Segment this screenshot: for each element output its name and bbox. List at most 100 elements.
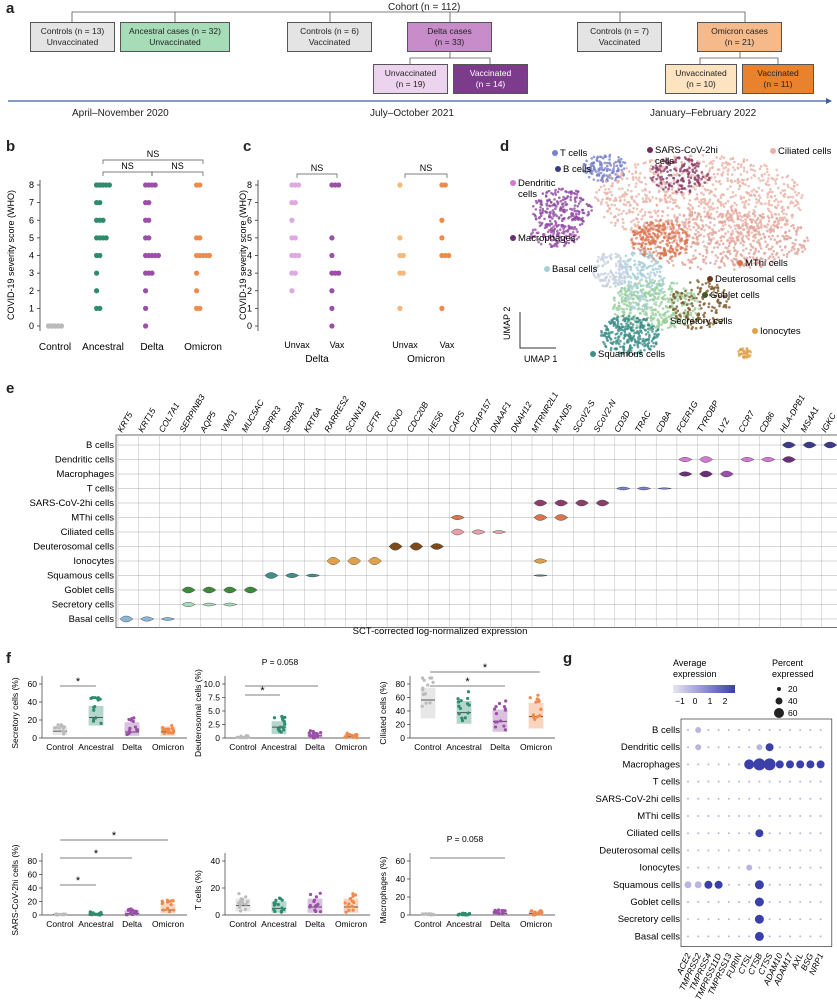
umap-point (742, 160, 746, 163)
umap-point (760, 175, 764, 178)
umap-point (680, 227, 683, 231)
umap-point (768, 203, 771, 207)
f-ytick-label: 0 (400, 910, 405, 920)
umap-point (602, 215, 606, 219)
umap-point (624, 325, 628, 328)
umap-point (651, 278, 654, 282)
umap-point (639, 288, 643, 292)
g-dot (763, 758, 776, 771)
umap-point (622, 202, 626, 206)
umap-point (763, 251, 767, 255)
c-ns-1 (296, 173, 338, 178)
umap-point (636, 268, 640, 272)
umap-point (658, 168, 661, 171)
umap-point (638, 281, 641, 285)
umap-point (709, 189, 713, 193)
umap-point (634, 340, 637, 344)
umap-point (781, 189, 784, 192)
umap-point (759, 179, 762, 183)
f-ytick-label: 60 (396, 856, 406, 866)
umap-point (690, 261, 694, 264)
umap-point (741, 249, 745, 252)
umap-point (720, 155, 724, 158)
g-dot (799, 815, 802, 817)
umap-point (539, 242, 543, 246)
f-data-point (54, 912, 58, 917)
umap-point (611, 182, 614, 185)
umap-point (649, 223, 652, 226)
umap-point (627, 288, 631, 292)
umap-point (698, 304, 702, 307)
umap-point (726, 172, 730, 176)
umap-point (716, 318, 719, 321)
umap-point (654, 234, 657, 238)
umap-point (674, 160, 678, 164)
umap-point (729, 226, 733, 229)
umap-point (542, 235, 545, 238)
umap-point (776, 220, 780, 223)
umap-point (541, 209, 545, 213)
umap-point (602, 184, 606, 187)
umap-point (606, 204, 610, 207)
umap-point (700, 177, 703, 181)
umap-point (603, 161, 606, 165)
umap-point (745, 178, 749, 181)
f-ytick-label: 0 (215, 910, 220, 920)
umap-point (749, 164, 752, 167)
c-sub-label: Unvax (392, 340, 418, 350)
umap-point (667, 222, 670, 226)
umap-point (681, 301, 685, 304)
umap-point (667, 315, 671, 318)
g-pct-dot (774, 708, 784, 718)
umap-point (661, 177, 665, 181)
umap-point (637, 263, 641, 267)
umap-point (643, 292, 646, 296)
umap-point (796, 200, 799, 204)
g-legend-pct: expressed (772, 669, 814, 679)
umap-point (737, 224, 741, 227)
umap-point (688, 281, 692, 284)
b-ytick-label: 4 (29, 251, 34, 261)
umap-point (639, 349, 642, 352)
umap-point (623, 198, 626, 202)
umap-point (634, 294, 637, 297)
f-data-point (458, 912, 462, 916)
umap-point (668, 305, 672, 308)
f-data-point (242, 736, 247, 740)
umap-point (633, 263, 637, 266)
umap-point (683, 296, 686, 300)
umap-point (738, 352, 741, 356)
umap-point (675, 190, 678, 194)
umap-point (790, 187, 793, 190)
f-data-point (503, 708, 508, 712)
umap-point (605, 192, 608, 196)
umap-point (617, 260, 620, 263)
umap-point (642, 309, 645, 312)
c-ytick-label: 2 (247, 286, 252, 296)
umap-point (722, 205, 726, 208)
b-ytick-label: 7 (29, 198, 34, 208)
umap-point (760, 222, 763, 226)
g-dot (748, 849, 751, 852)
umap-point (739, 173, 743, 176)
umap-point (797, 191, 801, 195)
umap-label-basal-dot (544, 266, 550, 272)
umap-point (610, 253, 613, 256)
umap-point (592, 155, 596, 159)
umap-point (672, 160, 675, 164)
umap-point (679, 297, 683, 301)
umap-point (670, 197, 673, 200)
f-data-point (502, 704, 507, 709)
umap-point (662, 188, 665, 191)
umap-point (686, 324, 690, 327)
umap-point (658, 274, 661, 278)
umap-point (654, 314, 657, 317)
umap-point (693, 307, 697, 310)
umap-point (665, 166, 668, 170)
f-group-label: Omicron (152, 919, 184, 929)
umap-point (655, 177, 658, 181)
f-group-label: Control (229, 919, 257, 929)
umap-point (792, 226, 796, 230)
b-data-point (100, 217, 106, 223)
umap2-label: UMAP 2 (502, 307, 512, 340)
